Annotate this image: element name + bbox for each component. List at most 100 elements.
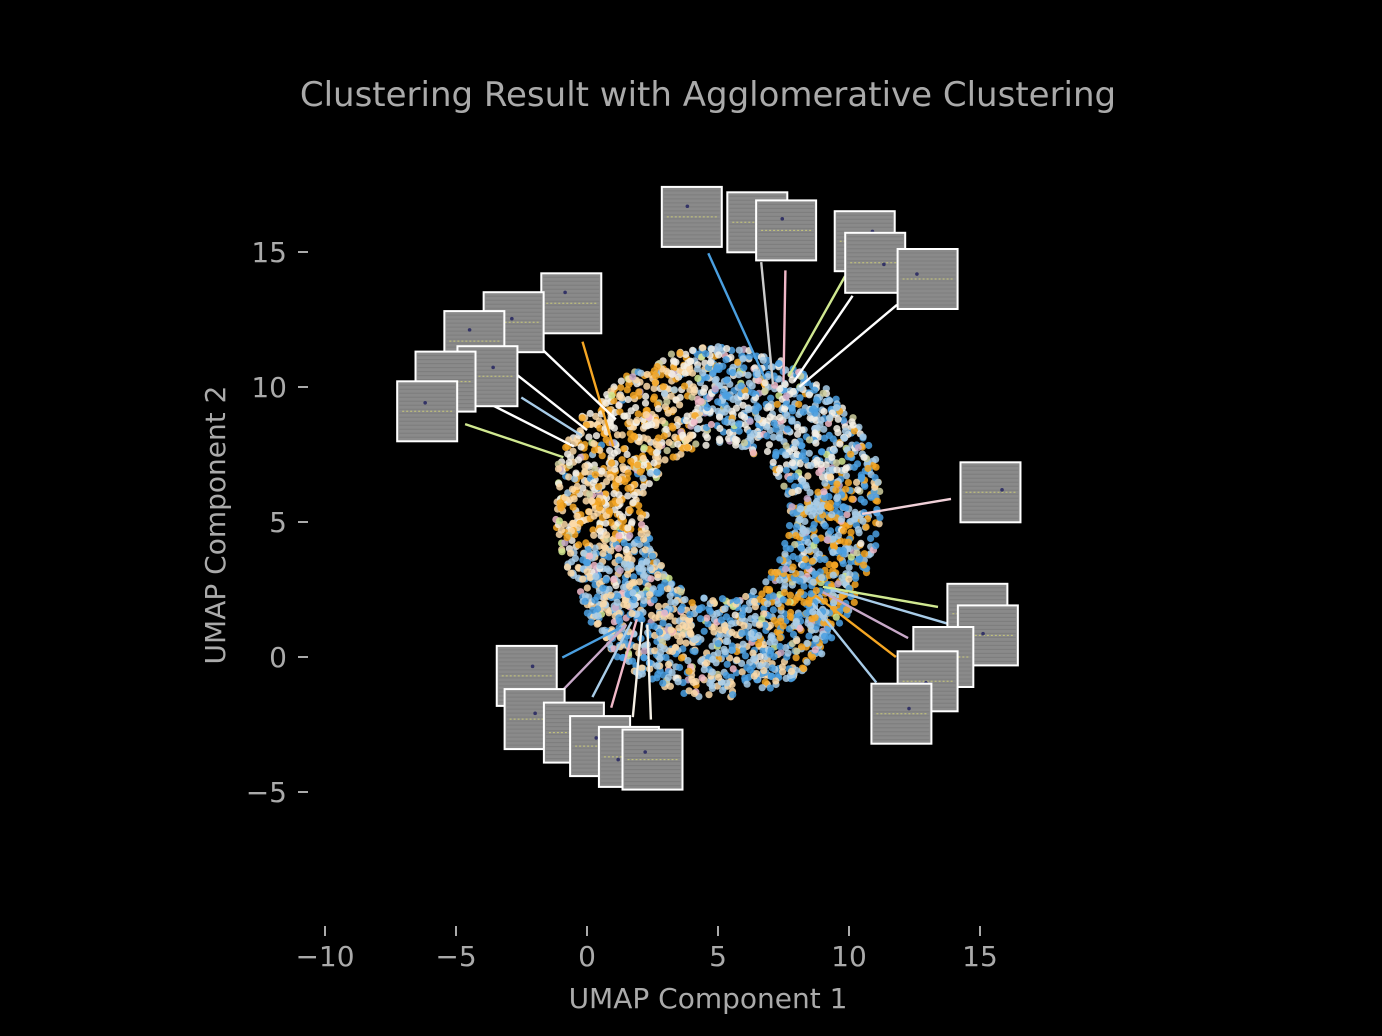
- scatter-point: [760, 667, 768, 675]
- scatter-point: [820, 425, 828, 433]
- scatter-point: [637, 514, 645, 522]
- scatter-point: [624, 570, 632, 579]
- scatter-point: [795, 400, 803, 408]
- scatter-point: [643, 529, 651, 537]
- scatter-point: [841, 466, 849, 474]
- scatter-point: [670, 406, 678, 414]
- scatter-point: [763, 447, 772, 456]
- scatter-point: [811, 570, 819, 578]
- thumbnail-image: [870, 682, 933, 745]
- scatter-point: [588, 497, 596, 505]
- scatter-point: [706, 607, 714, 615]
- scatter-point: [825, 467, 833, 475]
- scatter-point: [777, 649, 785, 657]
- scatter-point: [825, 560, 833, 569]
- scatter-point: [558, 548, 566, 556]
- scatter-point: [796, 384, 804, 392]
- scatter-point: [765, 587, 774, 595]
- scatter-point: [793, 637, 801, 645]
- scatter-point: [630, 573, 638, 581]
- scatter-point: [683, 443, 692, 452]
- scatter-point: [608, 459, 616, 467]
- scatter-point: [707, 345, 716, 353]
- scatter-point: [664, 674, 673, 682]
- scatter-point: [825, 414, 834, 422]
- x-tick-label: −10: [295, 940, 354, 973]
- scatter-point: [792, 617, 801, 625]
- scatter-point: [796, 460, 804, 468]
- leader-line: [760, 261, 775, 385]
- scatter-point: [851, 580, 859, 589]
- chart-title: Clustering Result with Agglomerative Clu…: [300, 75, 1116, 115]
- scatter-point: [860, 550, 869, 558]
- scatter-point: [676, 637, 684, 646]
- scatter-point: [624, 469, 632, 477]
- scatter-point: [598, 627, 606, 635]
- scatter-point: [704, 620, 712, 628]
- scatter-point: [722, 356, 730, 364]
- scatter-point: [624, 492, 632, 500]
- scatter-point: [817, 416, 825, 424]
- thumbnail-dot: [882, 262, 886, 267]
- scatter-point: [842, 427, 850, 435]
- scatter-point: [654, 602, 663, 611]
- scatter-point: [662, 425, 670, 434]
- scatter-point: [845, 563, 853, 572]
- scatter-point: [638, 616, 646, 624]
- scatter-point: [742, 592, 750, 601]
- scatter-point: [554, 465, 563, 473]
- scatter-point: [749, 649, 757, 657]
- scatter-point: [775, 466, 784, 474]
- scatter-point: [686, 365, 694, 373]
- scatter-point: [589, 606, 597, 615]
- scatter-point: [808, 615, 816, 623]
- scatter-point: [729, 691, 737, 699]
- scatter-point: [809, 524, 817, 532]
- scatter-point: [782, 451, 790, 459]
- scatter-point: [723, 679, 731, 687]
- scatter-point: [763, 600, 772, 608]
- scatter-point: [872, 530, 880, 538]
- scatter-point: [653, 674, 661, 682]
- scatter-point: [805, 436, 814, 444]
- scatter-point: [750, 429, 758, 438]
- scatter-point: [714, 398, 722, 406]
- scatter-point: [788, 503, 796, 511]
- scatter-point: [799, 408, 808, 416]
- scatter-point: [638, 521, 646, 529]
- scatter-point: [782, 565, 790, 573]
- scatter-point: [773, 400, 781, 408]
- scatter-point: [854, 444, 862, 452]
- scatter-point: [835, 619, 844, 627]
- scatter-point: [672, 358, 680, 366]
- thumbnail-dot: [907, 706, 911, 711]
- scatter-point: [742, 392, 750, 400]
- scatter-point: [627, 561, 635, 569]
- scatter-point: [709, 597, 717, 605]
- x-axis-label: UMAP Component 1: [569, 982, 848, 1015]
- scatter-point: [709, 369, 717, 377]
- scatter-point: [845, 575, 853, 583]
- scatter-point: [610, 490, 618, 498]
- scatter-point: [808, 557, 816, 565]
- scatter-point: [595, 417, 604, 425]
- thumbnail-image: [844, 231, 907, 294]
- scatter-point: [690, 388, 698, 396]
- scatter-point: [847, 517, 855, 526]
- scatter-point: [705, 691, 713, 699]
- scatter-point: [788, 376, 796, 384]
- scatter-point: [838, 457, 846, 465]
- scatter-point: [679, 621, 687, 629]
- scatter-point: [638, 670, 647, 678]
- scatter-point: [630, 491, 638, 499]
- scatter-point: [677, 450, 685, 458]
- scatter-point: [805, 449, 813, 457]
- scatter-point: [740, 364, 748, 372]
- scatter-point: [608, 391, 616, 400]
- scatter-point: [661, 579, 669, 587]
- scatter-point: [806, 489, 814, 497]
- scatter-point: [786, 475, 794, 483]
- scatter-point: [780, 482, 788, 490]
- y-tick-label: 0: [269, 641, 287, 674]
